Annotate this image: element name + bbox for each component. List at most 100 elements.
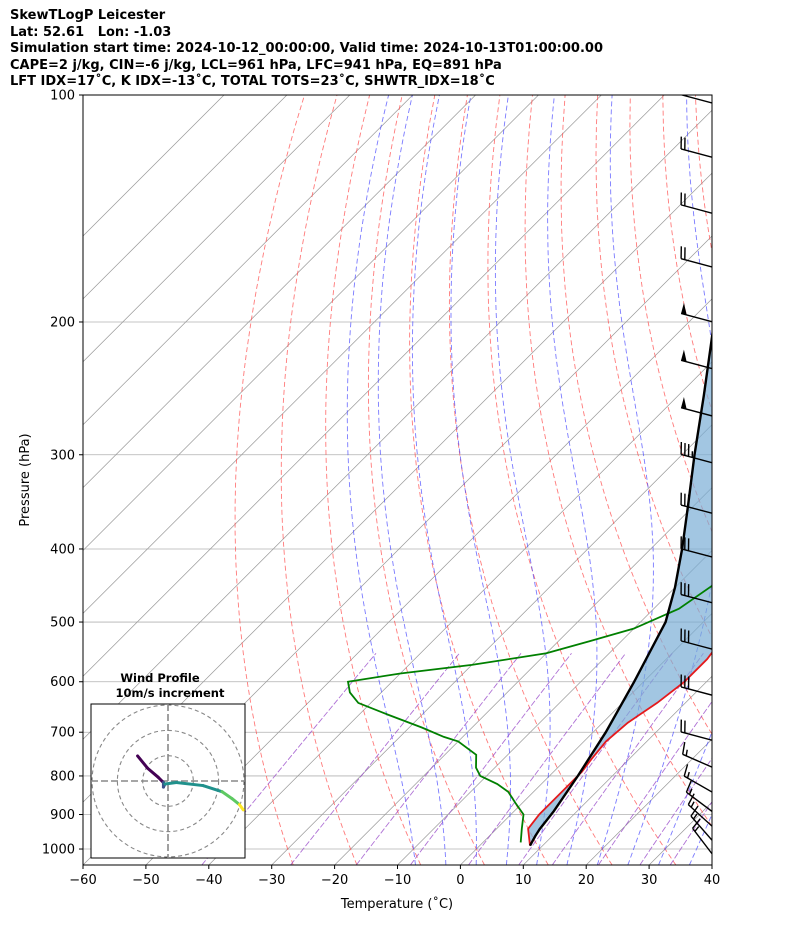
dry-adiabat	[280, 95, 358, 865]
hodograph-segment	[237, 803, 245, 812]
wind-barb-820	[683, 764, 712, 793]
x-tick-label: −10	[384, 873, 411, 888]
wind-barb-140	[680, 192, 712, 214]
x-tick-label: −50	[132, 873, 159, 888]
moist-adiabat	[658, 730, 712, 865]
moist-adiabat	[346, 95, 416, 865]
isotherm--90	[83, 95, 665, 677]
wind-barb-400	[680, 536, 712, 558]
y-tick-label: 900	[50, 808, 75, 823]
chart-axes: −60 −50 −40 −30 −20 −10 0 10 20 30 40 100 200 300 400 5…	[42, 89, 720, 889]
y-tick-label: 300	[50, 448, 75, 463]
hodograph-segment	[220, 790, 234, 800]
dry-adiabat	[367, 95, 485, 865]
wind-barb-990	[692, 818, 712, 855]
y-tick-label: 700	[50, 726, 75, 741]
x-tick-label: −40	[195, 873, 222, 888]
hodograph-segment	[230, 796, 241, 807]
moist-adiabat	[494, 95, 551, 865]
chart-title-block: SkewTLogP Leicester Lat: 52.61 Lon: -1.0…	[10, 8, 603, 91]
dry-adiabat	[487, 95, 677, 865]
mixing-ratio-line	[598, 700, 712, 865]
moist-adiabat	[411, 95, 477, 865]
x-tick-label: −20	[321, 873, 348, 888]
isotherm--120	[83, 95, 476, 489]
isotherm--30	[271, 424, 712, 865]
isotherm--10	[397, 550, 712, 865]
dewpoint-line	[346, 584, 712, 843]
y-tick-label: 400	[50, 542, 75, 557]
wind-barb-118	[680, 136, 712, 158]
mixing-ratio-line	[468, 653, 626, 865]
wind-barb-530	[680, 628, 712, 650]
inset-subtitle: 10m/s increment	[116, 686, 225, 700]
hodograph-segment	[201, 784, 224, 794]
wind-barb-350	[680, 492, 712, 514]
dry-adiabat	[662, 95, 712, 413]
x-tick-label: −30	[258, 873, 285, 888]
isotherm-30	[648, 801, 712, 865]
title-stability-indices: LFT IDX=17˚C, K IDX=-13˚C, TOTAL TOTS=23…	[10, 74, 495, 89]
title-station: SkewTLogP Leicester	[10, 8, 166, 23]
y-tick-label: 800	[50, 769, 75, 784]
isotherm--20	[334, 487, 712, 865]
y-tick-label: 100	[50, 89, 75, 104]
y-tick-label: 600	[50, 675, 75, 690]
isotherm--140	[83, 95, 351, 363]
wind-barb-610	[680, 674, 712, 696]
dry-adiabat	[448, 95, 613, 865]
wind-barb-300	[680, 442, 712, 464]
dry-adiabat	[728, 95, 794, 865]
mixing-ratio-line	[290, 653, 460, 865]
isotherm--40	[208, 361, 712, 865]
temperature-line	[527, 651, 712, 846]
isotherm--130	[83, 95, 413, 426]
dry-adiabat	[524, 95, 712, 828]
chart-plot-area	[83, 95, 794, 865]
cape-shading	[528, 337, 712, 846]
y-tick-label: 200	[50, 315, 75, 330]
x-tick-label: 0	[456, 873, 464, 888]
x-tick-label: −60	[69, 873, 96, 888]
wind-barb-195	[680, 302, 712, 323]
isotherm--150	[83, 95, 288, 300]
isotherm-10	[523, 675, 712, 865]
title-times: Simulation start time: 2024-10-12_00:00:…	[10, 41, 603, 56]
hodograph-segment	[163, 781, 178, 786]
isotherm--160	[83, 95, 225, 237]
title-location: Lat: 52.61 Lon: -1.03	[10, 24, 172, 40]
y-tick-label: 1000	[42, 843, 75, 858]
wind-barb-700	[680, 719, 712, 741]
isotherm--50	[145, 298, 712, 865]
wind-barb-100	[680, 95, 712, 104]
wind-barb-760	[681, 742, 712, 768]
isotherm-40	[711, 864, 712, 865]
dry-adiabat	[234, 95, 305, 865]
dry-adiabat	[325, 95, 422, 865]
wind-barb-950	[690, 805, 712, 841]
dry-adiabat	[595, 95, 712, 639]
wind-profile-inset: Wind Profile 10m/s increment	[90, 671, 246, 859]
mixing-ratio-line	[669, 801, 712, 865]
x-axis-label: Temperature (˚C)	[340, 896, 453, 912]
wind-barb-910	[687, 793, 712, 827]
y-axis-label: Pressure (hPa)	[18, 433, 33, 526]
hodograph-segment	[174, 781, 205, 788]
moist-adiabat	[450, 95, 511, 865]
dry-adiabat	[761, 95, 794, 865]
x-tick-label: 30	[641, 873, 658, 888]
x-tick-label: 20	[578, 873, 595, 888]
wind-barb-225	[680, 349, 712, 370]
isotherm-50	[775, 95, 794, 865]
moist-adiabat	[720, 95, 794, 865]
wind-barb-460	[680, 582, 712, 604]
x-tick-label: 10	[515, 873, 532, 888]
wind-barb-870	[685, 780, 712, 812]
hodograph-segment	[136, 754, 149, 770]
mixing-ratio-line	[355, 653, 522, 865]
isotherm-0	[460, 612, 712, 865]
inset-title: Wind Profile	[120, 671, 200, 685]
isotherm--100	[83, 95, 602, 614]
moist-adiabat	[547, 95, 598, 865]
